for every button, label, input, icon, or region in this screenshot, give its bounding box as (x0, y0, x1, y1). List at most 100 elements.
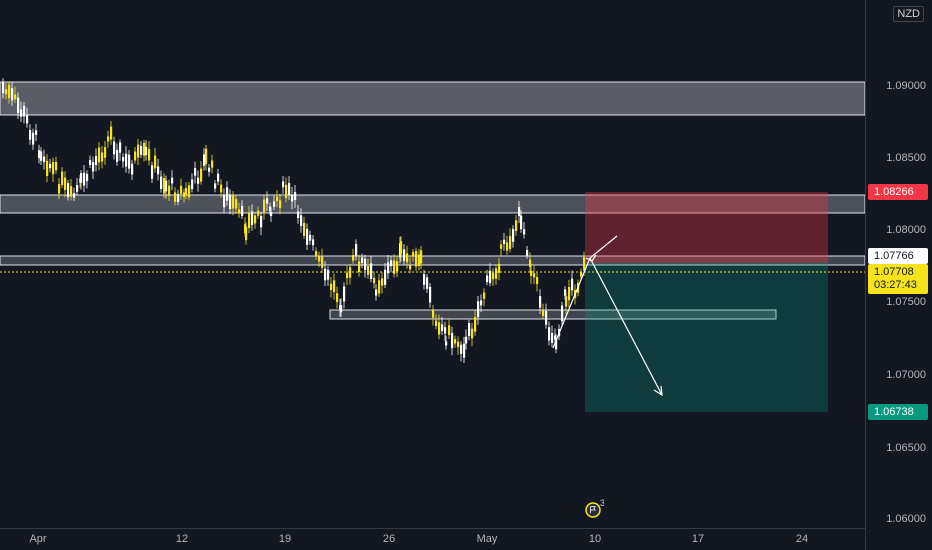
events-count: 3 (600, 499, 604, 508)
candle (545, 311, 548, 325)
candle (35, 130, 38, 135)
candle (568, 287, 571, 301)
candle (340, 305, 343, 313)
time-tick: 17 (691, 533, 705, 545)
candle (288, 183, 291, 196)
candle (444, 327, 447, 334)
candle (415, 251, 418, 267)
candle (183, 192, 186, 198)
support-zone[interactable] (329, 309, 777, 320)
candle (349, 267, 352, 278)
candle (5, 89, 8, 95)
stop-loss-area[interactable] (585, 192, 828, 263)
candle (463, 343, 466, 358)
candle (148, 148, 151, 161)
candle (500, 244, 503, 249)
candle (454, 339, 457, 344)
candle (98, 147, 101, 163)
candle (11, 88, 14, 101)
candle (418, 254, 421, 266)
candle (373, 277, 376, 284)
candle (533, 273, 536, 278)
candle (303, 222, 306, 236)
resistance-zone-low[interactable] (0, 255, 865, 266)
projection-arrows[interactable] (552, 235, 663, 397)
candle (390, 260, 393, 267)
candle (483, 292, 486, 299)
candle (429, 286, 432, 303)
candle (555, 338, 558, 350)
candle (406, 253, 409, 263)
time-scale[interactable]: Apr 12 19 26 May 10 17 24 (0, 528, 865, 550)
candle (229, 194, 232, 210)
price-tick: 1.06500 (886, 442, 926, 454)
candle (324, 268, 327, 281)
candle (542, 310, 545, 316)
price-tick: 1.07500 (886, 296, 926, 308)
candle (309, 234, 312, 241)
candle (515, 220, 518, 231)
candle (327, 269, 330, 280)
candle (548, 327, 551, 341)
candle (426, 277, 429, 289)
currency-badge[interactable]: NZD (893, 6, 924, 22)
candle (318, 256, 321, 262)
take-profit-area[interactable] (585, 263, 828, 412)
price-tick: 1.08000 (886, 224, 926, 236)
candle (583, 257, 586, 271)
price-tick: 1.09000 (886, 80, 926, 92)
candle (113, 141, 116, 155)
candle (530, 270, 533, 276)
candle (400, 241, 403, 255)
price-tick: 1.06000 (886, 513, 926, 525)
current-price-value: 1.07708 (874, 266, 914, 278)
candle (26, 115, 29, 124)
candle (367, 265, 370, 275)
candle (20, 109, 23, 117)
candle (396, 261, 399, 272)
candle (506, 242, 509, 251)
level-price-label: 1.07766 (868, 248, 928, 264)
candle (163, 177, 166, 194)
candle (52, 161, 55, 175)
candle (110, 126, 113, 140)
candle (43, 156, 46, 163)
candle (489, 270, 492, 284)
candle (387, 262, 390, 274)
resistance-zone-top[interactable] (0, 81, 865, 116)
candle (580, 271, 583, 277)
peak-arrowhead (585, 254, 597, 262)
candle (8, 84, 11, 99)
candle (58, 184, 61, 194)
candle (423, 274, 426, 285)
candle (83, 172, 86, 186)
resistance-zone-mid[interactable] (0, 194, 865, 214)
candle (486, 275, 489, 283)
candle (358, 261, 361, 273)
candle (468, 323, 471, 337)
candle (536, 277, 539, 285)
candle (232, 195, 235, 209)
candle (492, 272, 495, 280)
candle (263, 199, 266, 213)
candle (445, 341, 448, 346)
time-tick: May (476, 533, 498, 545)
candle (2, 82, 5, 94)
flag-icon (590, 506, 596, 513)
time-tick: 10 (588, 533, 602, 545)
candle (226, 187, 229, 201)
events-badge[interactable]: 3 (584, 498, 605, 519)
candle (67, 183, 70, 198)
candle (393, 260, 396, 274)
candle (86, 173, 89, 182)
candle (266, 198, 269, 204)
candle (128, 154, 131, 169)
candle (165, 180, 168, 192)
candle (171, 177, 174, 184)
candle (480, 300, 483, 306)
candle (70, 186, 73, 197)
candle (465, 336, 468, 344)
price-chart[interactable] (0, 0, 865, 528)
price-scale[interactable]: NZD 1.09000 1.08500 1.08000 1.07500 1.07… (865, 0, 932, 550)
time-tick: 12 (175, 533, 189, 545)
